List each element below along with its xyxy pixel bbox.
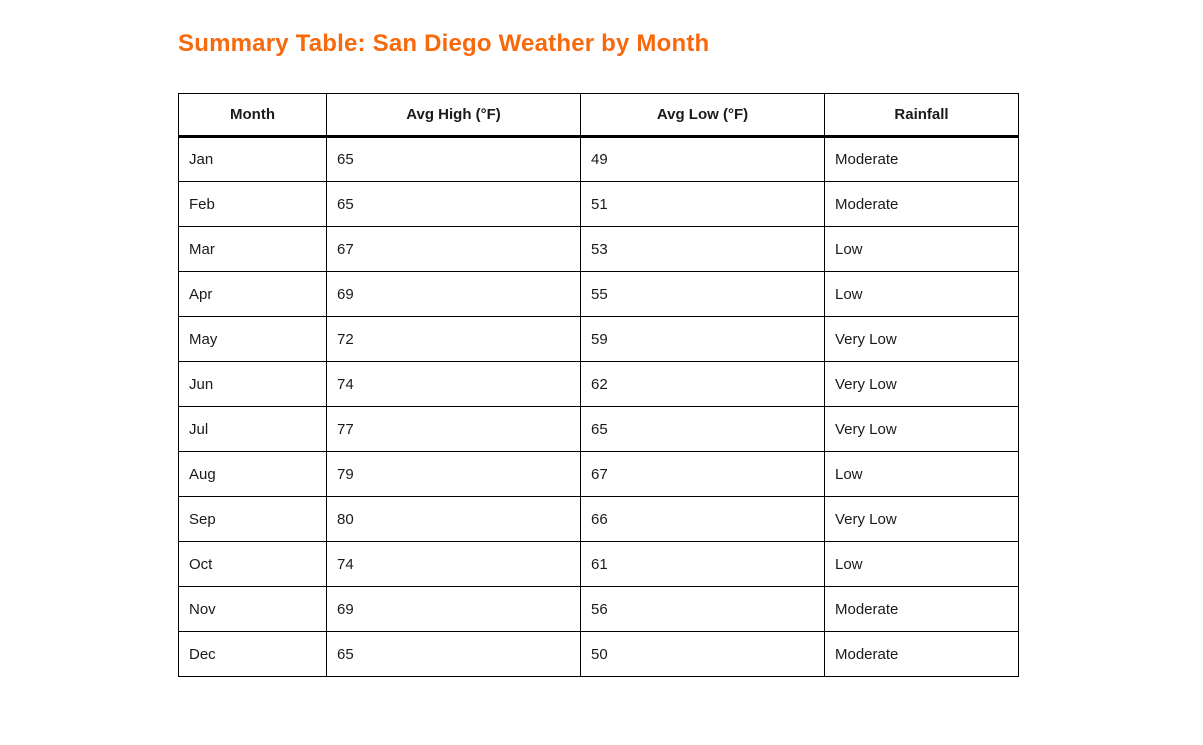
table-row: Mar 67 53 Low xyxy=(178,226,1019,272)
cell-avg-low: 66 xyxy=(580,496,825,542)
cell-month: Feb xyxy=(178,181,327,227)
cell-rainfall: Low xyxy=(824,271,1019,317)
cell-rainfall: Low xyxy=(824,451,1019,497)
cell-rainfall: Very Low xyxy=(824,316,1019,362)
cell-avg-low: 59 xyxy=(580,316,825,362)
table-row: Aug 79 67 Low xyxy=(178,451,1019,497)
table-row: Jul 77 65 Very Low xyxy=(178,406,1019,452)
cell-rainfall: Moderate xyxy=(824,181,1019,227)
cell-avg-low: 56 xyxy=(580,586,825,632)
cell-avg-high: 74 xyxy=(326,361,581,407)
cell-avg-high: 65 xyxy=(326,181,581,227)
cell-avg-low: 49 xyxy=(580,136,825,182)
cell-month: Oct xyxy=(178,541,327,587)
weather-table: Month Avg High (°F) Avg Low (°F) Rainfal… xyxy=(178,93,1019,677)
cell-avg-low: 53 xyxy=(580,226,825,272)
cell-month: May xyxy=(178,316,327,362)
cell-rainfall: Very Low xyxy=(824,496,1019,542)
cell-avg-low: 50 xyxy=(580,631,825,677)
table-row: Apr 69 55 Low xyxy=(178,271,1019,317)
cell-month: Dec xyxy=(178,631,327,677)
cell-avg-high: 65 xyxy=(326,631,581,677)
table-row: Jun 74 62 Very Low xyxy=(178,361,1019,407)
table-row: Feb 65 51 Moderate xyxy=(178,181,1019,227)
table-row: May 72 59 Very Low xyxy=(178,316,1019,362)
cell-avg-high: 69 xyxy=(326,586,581,632)
table-row: Dec 65 50 Moderate xyxy=(178,631,1019,677)
cell-avg-high: 80 xyxy=(326,496,581,542)
cell-avg-high: 77 xyxy=(326,406,581,452)
cell-rainfall: Moderate xyxy=(824,136,1019,182)
cell-avg-high: 65 xyxy=(326,136,581,182)
cell-avg-low: 67 xyxy=(580,451,825,497)
cell-avg-high: 67 xyxy=(326,226,581,272)
cell-month: Mar xyxy=(178,226,327,272)
column-header-month: Month xyxy=(178,93,327,138)
column-header-avg-high: Avg High (°F) xyxy=(326,93,581,138)
cell-avg-low: 51 xyxy=(580,181,825,227)
cell-month: Aug xyxy=(178,451,327,497)
cell-month: Apr xyxy=(178,271,327,317)
table-header-row: Month Avg High (°F) Avg Low (°F) Rainfal… xyxy=(178,93,1019,138)
cell-avg-low: 62 xyxy=(580,361,825,407)
cell-rainfall: Moderate xyxy=(824,586,1019,632)
table-row: Jan 65 49 Moderate xyxy=(178,136,1019,182)
cell-month: Jun xyxy=(178,361,327,407)
cell-avg-high: 74 xyxy=(326,541,581,587)
cell-month: Sep xyxy=(178,496,327,542)
cell-avg-low: 61 xyxy=(580,541,825,587)
table-row: Nov 69 56 Moderate xyxy=(178,586,1019,632)
cell-rainfall: Very Low xyxy=(824,361,1019,407)
cell-rainfall: Low xyxy=(824,541,1019,587)
page-title: Summary Table: San Diego Weather by Mont… xyxy=(178,30,710,57)
cell-avg-high: 72 xyxy=(326,316,581,362)
cell-avg-high: 69 xyxy=(326,271,581,317)
cell-month: Nov xyxy=(178,586,327,632)
cell-rainfall: Moderate xyxy=(824,631,1019,677)
cell-rainfall: Low xyxy=(824,226,1019,272)
cell-month: Jan xyxy=(178,136,327,182)
table-row: Oct 74 61 Low xyxy=(178,541,1019,587)
cell-avg-high: 79 xyxy=(326,451,581,497)
cell-month: Jul xyxy=(178,406,327,452)
cell-avg-low: 65 xyxy=(580,406,825,452)
table-row: Sep 80 66 Very Low xyxy=(178,496,1019,542)
column-header-rainfall: Rainfall xyxy=(824,93,1019,138)
cell-rainfall: Very Low xyxy=(824,406,1019,452)
column-header-avg-low: Avg Low (°F) xyxy=(580,93,825,138)
cell-avg-low: 55 xyxy=(580,271,825,317)
